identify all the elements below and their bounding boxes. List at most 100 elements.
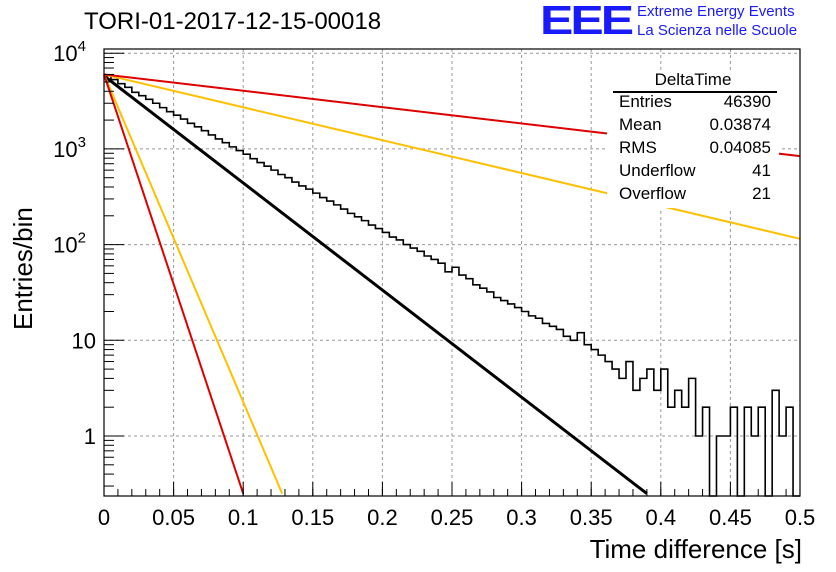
histogram-bin bbox=[348, 213, 355, 496]
y-tick-label: 104 bbox=[53, 38, 86, 66]
stats-key: Overflow bbox=[619, 184, 687, 203]
histogram-bin bbox=[250, 159, 257, 496]
stats-value: 46390 bbox=[723, 92, 771, 111]
histogram-bin bbox=[515, 308, 522, 496]
histogram-bin bbox=[689, 378, 696, 496]
stats-divider bbox=[613, 91, 777, 93]
histogram-bin bbox=[334, 205, 341, 496]
x-tick-label: 0.05 bbox=[152, 505, 195, 530]
histogram-bin bbox=[146, 99, 153, 496]
histogram-bin bbox=[403, 245, 410, 496]
histogram-bin bbox=[174, 115, 181, 496]
histogram-bin bbox=[153, 103, 160, 496]
x-tick-label: 0.2 bbox=[367, 505, 398, 530]
histogram-bin bbox=[389, 237, 396, 496]
histogram-bin bbox=[612, 369, 619, 496]
stats-row: Overflow 21 bbox=[619, 184, 771, 207]
histogram-bin bbox=[605, 362, 612, 496]
y-tick-label: 102 bbox=[53, 230, 86, 258]
histogram-bin bbox=[542, 323, 549, 496]
histogram-bin bbox=[626, 362, 633, 496]
histogram-bin bbox=[522, 311, 529, 496]
histogram bbox=[104, 75, 800, 497]
histogram-bin bbox=[549, 326, 556, 496]
histogram-bin bbox=[591, 350, 598, 496]
x-tick-label: 0 bbox=[98, 505, 110, 530]
histogram-bin bbox=[647, 369, 654, 496]
stats-key: Underflow bbox=[619, 161, 696, 180]
histogram-bin bbox=[556, 329, 563, 496]
logo-line-1: Extreme Energy Events bbox=[637, 3, 795, 20]
histogram-bin bbox=[111, 80, 118, 496]
stats-row: Underflow 41 bbox=[619, 161, 771, 184]
histogram-bin bbox=[654, 390, 661, 496]
series-line bbox=[103, 74, 284, 495]
histogram-bin bbox=[445, 272, 452, 496]
x-tick-label: 0.15 bbox=[291, 505, 334, 530]
histogram-bin bbox=[118, 84, 125, 496]
stats-box: DeltaTime Entries 46390 Mean 0.03874 RMS… bbox=[607, 70, 779, 208]
histogram-bin bbox=[633, 390, 640, 496]
series-line bbox=[103, 74, 648, 495]
histogram-bin bbox=[285, 178, 292, 496]
series-line bbox=[103, 73, 801, 240]
histogram-bin bbox=[139, 96, 146, 496]
histogram-bin bbox=[278, 175, 285, 496]
histogram-bin bbox=[424, 256, 431, 496]
histogram-bin bbox=[703, 407, 710, 496]
chart-title: TORI-01-2017-12-15-00018 bbox=[84, 8, 382, 35]
histogram-bin bbox=[396, 240, 403, 496]
y-tick-label: 103 bbox=[53, 134, 86, 162]
histogram-bin bbox=[668, 407, 675, 496]
histogram-bin bbox=[104, 76, 111, 496]
histogram-bin bbox=[682, 407, 689, 496]
x-tick-label: 0.5 bbox=[785, 505, 816, 530]
histogram-bin bbox=[215, 139, 222, 496]
histogram-bin bbox=[473, 285, 480, 496]
y-tick-label: 1 bbox=[84, 424, 96, 449]
histogram-bin bbox=[299, 186, 306, 496]
histogram-bin bbox=[584, 345, 591, 496]
histogram-bin bbox=[236, 151, 243, 496]
histogram-bin bbox=[167, 112, 174, 496]
histogram-bin bbox=[341, 209, 348, 496]
histogram-bin bbox=[494, 298, 501, 496]
histogram-bin bbox=[696, 436, 703, 496]
histogram-bin bbox=[452, 267, 459, 496]
histogram-bin bbox=[368, 225, 375, 496]
stats-row: Entries 46390 bbox=[619, 92, 771, 115]
histogram-bin bbox=[716, 436, 723, 496]
histogram-bin bbox=[744, 407, 751, 496]
x-tick-label: 0.35 bbox=[570, 505, 613, 530]
stats-key: RMS bbox=[619, 138, 657, 157]
histogram-bin bbox=[786, 407, 793, 496]
histogram-bin bbox=[264, 166, 271, 496]
histogram-bin bbox=[362, 221, 369, 496]
x-axis-label: Time difference [s] bbox=[589, 534, 802, 564]
stats-value: 0.04085 bbox=[709, 138, 771, 157]
histogram-bin bbox=[758, 407, 765, 496]
x-tick-label: 0.45 bbox=[709, 505, 752, 530]
histogram-bin bbox=[501, 301, 508, 496]
x-tick-label: 0.4 bbox=[646, 505, 677, 530]
histogram-bin bbox=[508, 304, 515, 496]
histogram-bin bbox=[327, 201, 334, 496]
stats-row: Mean 0.03874 bbox=[619, 115, 771, 138]
stats-value: 0.03874 bbox=[709, 115, 771, 134]
stats-key: Entries bbox=[619, 92, 672, 111]
histogram-bin bbox=[640, 378, 647, 496]
histogram-bin bbox=[431, 259, 438, 496]
series-line bbox=[103, 74, 245, 494]
histogram-bin bbox=[382, 232, 389, 496]
histogram-bin bbox=[229, 147, 236, 496]
histogram-bin bbox=[480, 288, 487, 496]
histogram-bin bbox=[271, 170, 278, 496]
histogram-bin bbox=[410, 248, 417, 496]
histogram-bin bbox=[577, 333, 584, 496]
x-tick-label: 0.1 bbox=[228, 505, 259, 530]
histogram-bin bbox=[772, 390, 779, 496]
histogram-bin bbox=[194, 127, 201, 496]
stats-value: 41 bbox=[752, 161, 771, 180]
histogram-bin bbox=[466, 279, 473, 496]
